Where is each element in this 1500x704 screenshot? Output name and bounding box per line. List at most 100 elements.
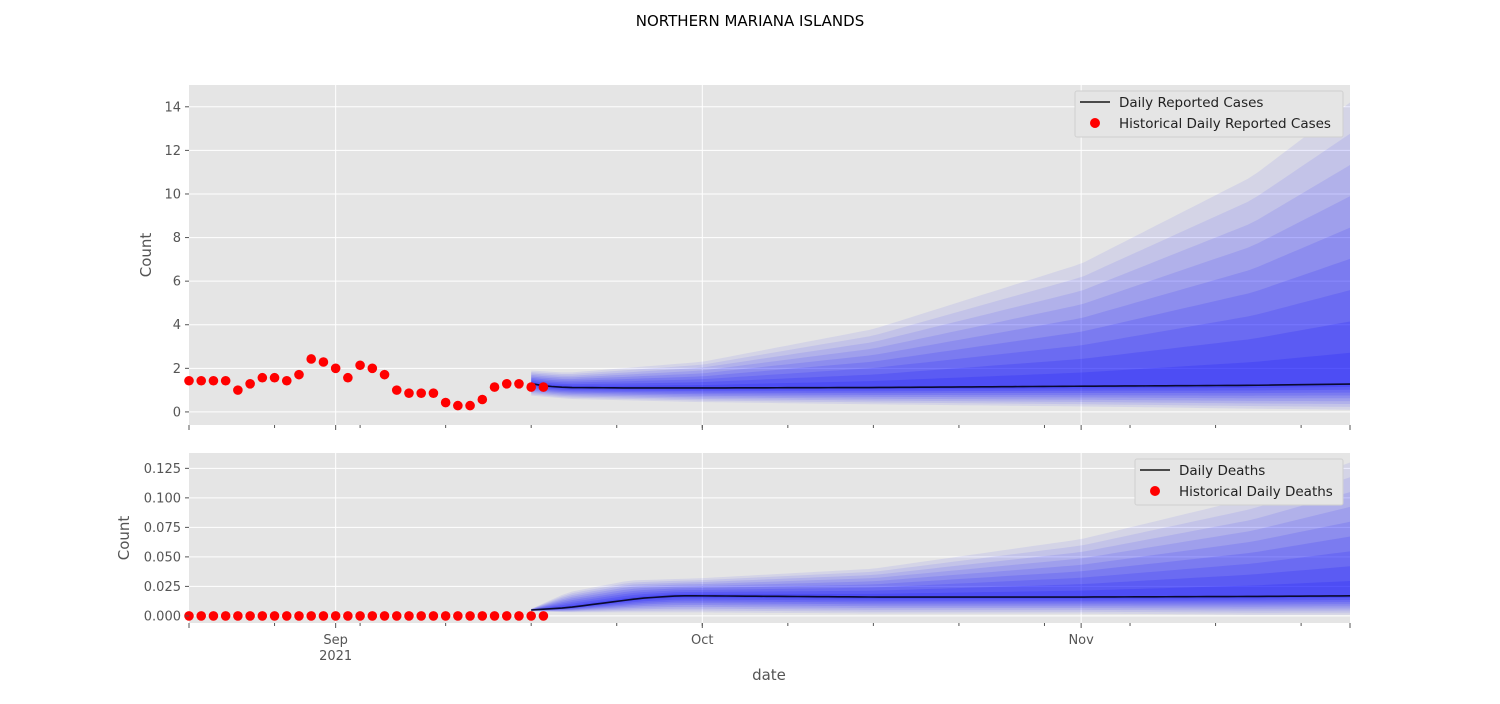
cases-legend-point-label: Historical Daily Reported Cases: [1119, 116, 1331, 132]
deaths-uncertainty-band-4: [531, 506, 1350, 611]
deaths-historical-point: [428, 611, 439, 621]
deaths-historical-point: [269, 611, 280, 621]
cases-historical-point: [391, 385, 402, 395]
deaths-y-ticks: 0.000 0.025 0.050 0.075 0.100 0.125: [144, 462, 189, 624]
cases-historical-point: [428, 388, 439, 398]
cases-legend-point-swatch: [1090, 118, 1100, 128]
deaths-historical-point: [367, 611, 378, 621]
deaths-uncertainty-band-6: [531, 536, 1350, 611]
cases-y-tick-label: 0: [173, 405, 181, 420]
x-tick-label: Sep: [323, 633, 348, 648]
cases-panel: 0 2 4 6 8 10 12 14 Count Daily Reported Cases H…: [137, 85, 1351, 430]
cases-historical-point: [465, 400, 475, 411]
cases-historical-point: [245, 379, 255, 389]
cases-historical-point: [306, 354, 317, 364]
deaths-legend-box: [1134, 458, 1344, 506]
deaths-y-axis-label: Count: [115, 516, 133, 561]
deaths-historical-point: [343, 611, 353, 621]
cases-y-tick-label: 6: [173, 275, 181, 290]
cases-historical-point: [489, 382, 500, 392]
deaths-historical-point: [220, 611, 231, 621]
cases-y-tick-label: 2: [173, 362, 181, 377]
deaths-y-tick-label: 0.125: [144, 462, 181, 477]
deaths-y-tick-label: 0.025: [144, 580, 181, 595]
deaths-historical-point: [355, 611, 365, 621]
cases-historical-point: [440, 397, 451, 408]
cases-grid: [189, 85, 1350, 425]
cases-y-tick-label: 12: [164, 144, 181, 159]
deaths-historical-point: [391, 611, 402, 621]
deaths-historical-point: [416, 611, 427, 621]
cases-historical-point: [501, 379, 512, 389]
cases-historical-point: [367, 363, 378, 374]
cases-uncertainty-band-4: [531, 196, 1350, 402]
cases-historical-point: [477, 394, 488, 405]
deaths-uncertainty-band-2: [531, 477, 1350, 613]
cases-historical-point: [355, 360, 365, 371]
cases-historical-point: [220, 375, 231, 386]
deaths-uncertainty-band-8: [531, 566, 1350, 611]
deaths-historical-point: [208, 611, 219, 621]
cases-y-axis-label: Count: [137, 233, 155, 278]
deaths-historical-point: [501, 611, 512, 621]
cases-historical-point: [269, 372, 280, 383]
deaths-legend: Daily Deaths Historical Daily Deaths: [1134, 458, 1344, 506]
cases-uncertainty-band-7: [531, 290, 1350, 394]
cases-historical-point: [330, 363, 341, 374]
cases-uncertainty-band-8: [531, 321, 1350, 392]
cases-historical-point: [453, 400, 463, 411]
deaths-legend-point-label: Historical Daily Deaths: [1179, 484, 1333, 500]
deaths-historical-point: [233, 611, 243, 621]
cases-uncertainty-bands: [531, 102, 1350, 410]
deaths-historical-point: [330, 611, 341, 621]
deaths-historical-point: [294, 611, 304, 621]
deaths-historical-point: [526, 611, 536, 621]
deaths-y-tick-label: 0.050: [144, 550, 181, 565]
deaths-historical-point: [281, 611, 292, 621]
cases-historical-point: [526, 382, 536, 392]
cases-uncertainty-band-3: [531, 165, 1350, 405]
cases-y-tick-label: 4: [173, 318, 181, 333]
deaths-y-tick-label: 0.100: [144, 491, 181, 506]
x-axis-label: date: [752, 666, 786, 684]
deaths-uncertainty-band-1: [531, 462, 1350, 615]
cases-uncertainty-band-1: [531, 102, 1350, 410]
deaths-historical-point: [306, 611, 317, 621]
deaths-historical-point: [465, 611, 475, 621]
x-tick-sublabel: 2021: [319, 649, 352, 664]
cases-historical-point: [196, 375, 207, 386]
cases-legend-box: [1074, 90, 1344, 138]
cases-historical-point: [233, 385, 243, 395]
cases-historical-point: [379, 369, 390, 380]
cases-historical-point: [281, 375, 292, 386]
cases-historical-point: [343, 372, 353, 383]
cases-legend-line-label: Daily Reported Cases: [1119, 95, 1263, 111]
cases-historical-point: [514, 379, 524, 389]
deaths-legend-point-swatch: [1150, 486, 1160, 496]
cases-y-ticks: 0 2 4 6 8 10 12 14: [164, 100, 189, 420]
deaths-historical-point: [489, 611, 500, 621]
deaths-y-tick-label: 0.000: [144, 609, 181, 624]
cases-historical-point: [404, 388, 414, 398]
cases-series: [184, 354, 1351, 411]
cases-historical-point: [208, 375, 219, 386]
cases-y-tick-label: 8: [173, 231, 181, 246]
deaths-y-tick-label: 0.075: [144, 521, 181, 536]
deaths-legend-line-label: Daily Deaths: [1179, 463, 1265, 479]
x-tick-label: Oct: [691, 633, 713, 648]
cases-uncertainty-band-6: [531, 258, 1350, 396]
deaths-historical-point: [379, 611, 390, 621]
deaths-uncertainty-band-9: [531, 581, 1350, 611]
cases-historical-point: [538, 382, 549, 392]
deaths-historical-point: [404, 611, 414, 621]
deaths-historical-point: [257, 611, 268, 621]
cases-historical-point: [416, 388, 427, 398]
cases-historical-point: [257, 372, 268, 383]
deaths-uncertainty-band-5: [531, 521, 1350, 611]
figure-title: NORTHERN MARIANA ISLANDS: [636, 12, 864, 30]
cases-y-tick-label: 14: [164, 100, 181, 115]
cases-legend: Daily Reported Cases Historical Daily Re…: [1074, 90, 1344, 138]
deaths-historical-point: [514, 611, 524, 621]
